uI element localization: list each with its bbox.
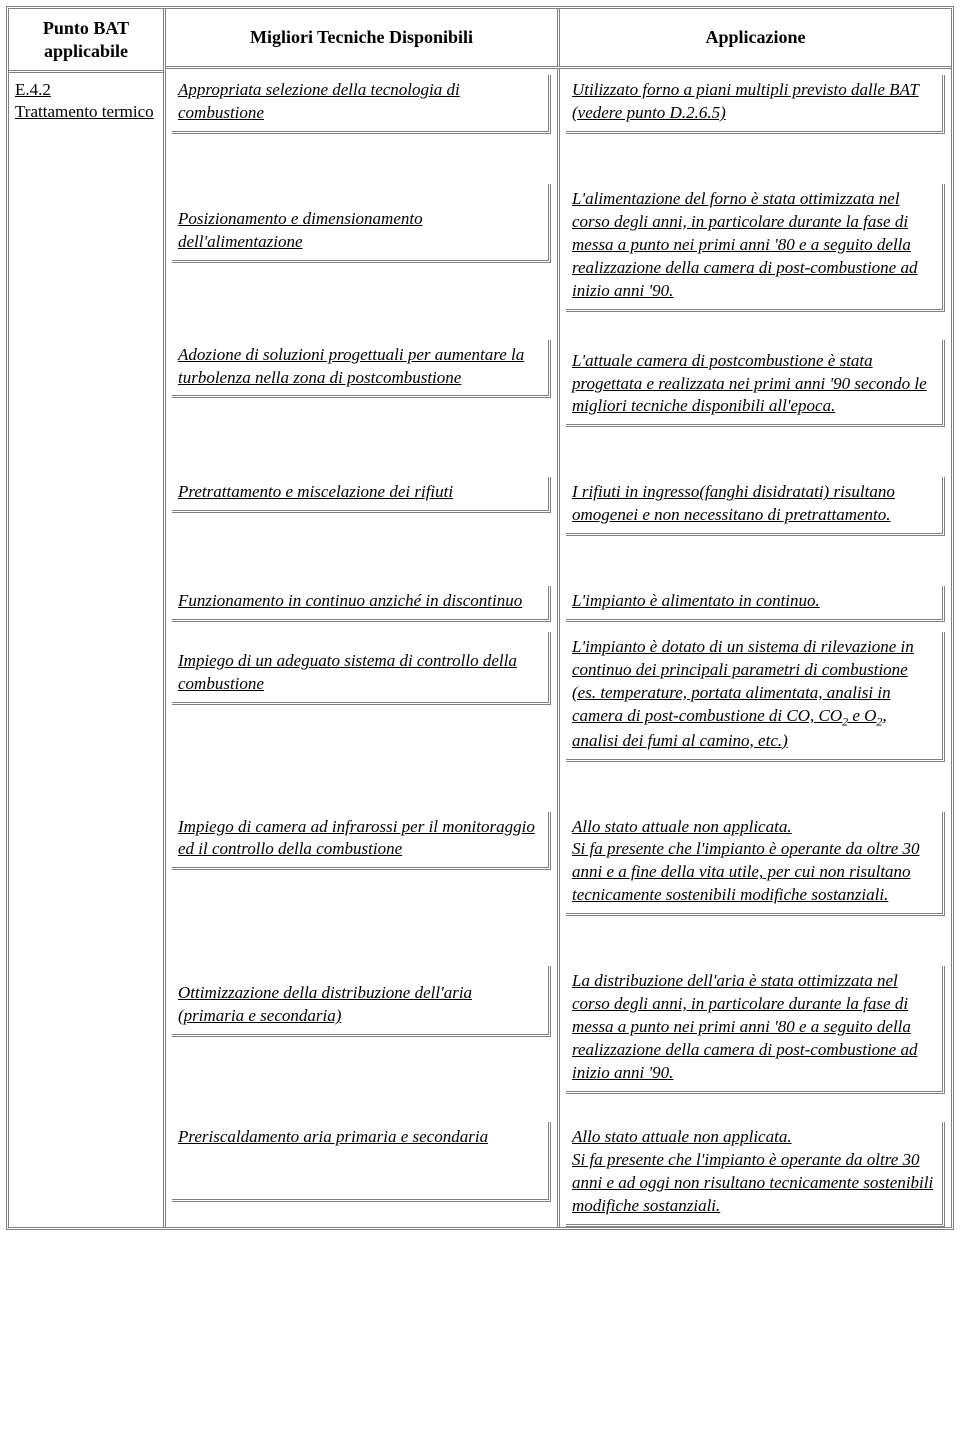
punto-bat-label: Trattamento termico xyxy=(15,102,154,121)
app-box: L'alimentazione del forno è stata ottimi… xyxy=(566,184,945,312)
app-box: Allo stato attuale non applicata.Si fa p… xyxy=(566,812,945,917)
column-punto-bat: Punto BAT applicabile E.4.2 Trattamento … xyxy=(9,9,166,1227)
tech-cell: Funzionamento in continuo anziché in dis… xyxy=(166,580,560,626)
app-cell: Allo stato attuale non applicata.Si fa p… xyxy=(560,1116,951,1227)
app-cell: L'impianto è dotato di un sistema di ril… xyxy=(560,626,951,805)
tech-box: Adozione di soluzioni progettuali per au… xyxy=(172,340,551,399)
tech-cell: Impiego di camera ad infrarossi per il m… xyxy=(166,806,560,961)
header-tecniche: Migliori Tecniche Disponibili xyxy=(166,9,560,66)
bat-table: Punto BAT applicabile E.4.2 Trattamento … xyxy=(6,6,954,1230)
table-body: Appropriata selezione della tecnologia d… xyxy=(166,69,951,1227)
app-cell: L'attuale camera di postcombustione è st… xyxy=(560,334,951,472)
tech-box: Impiego di un adeguato sistema di contro… xyxy=(172,632,551,705)
tech-cell: Adozione di soluzioni progettuali per au… xyxy=(166,334,560,472)
tech-box: Impiego di camera ad infrarossi per il m… xyxy=(172,812,551,871)
app-cell: Allo stato attuale non applicata.Si fa p… xyxy=(560,806,951,961)
table-row: Impiego di un adeguato sistema di contro… xyxy=(166,626,951,805)
table-row: Ottimizzazione della distribuzione dell'… xyxy=(166,960,951,1116)
tech-cell: Ottimizzazione della distribuzione dell'… xyxy=(166,960,560,1116)
app-box: La distribuzione dell'aria è stata ottim… xyxy=(566,966,945,1094)
table-row: Preriscaldamento aria primaria e seconda… xyxy=(166,1116,951,1227)
app-box: Utilizzato forno a piani multipli previs… xyxy=(566,75,945,134)
table-row: Appropriata selezione della tecnologia d… xyxy=(166,69,951,178)
header-applicazione: Applicazione xyxy=(560,9,951,66)
punto-bat-value: E.4.2 Trattamento termico xyxy=(9,73,163,129)
app-cell: I rifiuti in ingresso(fanghi disidratati… xyxy=(560,471,951,580)
tech-cell: Impiego di un adeguato sistema di contro… xyxy=(166,626,560,805)
app-box: L'attuale camera di postcombustione è st… xyxy=(566,340,945,428)
tech-cell: Posizionamento e dimensionamento dell'al… xyxy=(166,178,560,334)
tech-box: Ottimizzazione della distribuzione dell'… xyxy=(172,966,551,1037)
app-cell: L'alimentazione del forno è stata ottimi… xyxy=(560,178,951,334)
tech-box: Pretrattamento e miscelazione dei rifiut… xyxy=(172,477,551,513)
header-punto-bat: Punto BAT applicabile xyxy=(9,9,163,73)
tech-box: Appropriata selezione della tecnologia d… xyxy=(172,75,551,134)
punto-bat-code: E.4.2 xyxy=(15,80,51,99)
table-row: Adozione di soluzioni progettuali per au… xyxy=(166,334,951,472)
table-row: Posizionamento e dimensionamento dell'al… xyxy=(166,178,951,334)
table-row: Impiego di camera ad infrarossi per il m… xyxy=(166,806,951,961)
header-row: Migliori Tecniche Disponibili Applicazio… xyxy=(166,9,951,69)
tech-cell: Pretrattamento e miscelazione dei rifiut… xyxy=(166,471,560,580)
app-box: Allo stato attuale non applicata.Si fa p… xyxy=(566,1122,945,1227)
column-right: Migliori Tecniche Disponibili Applicazio… xyxy=(166,9,951,1227)
tech-box: Preriscaldamento aria primaria e seconda… xyxy=(172,1122,551,1202)
app-cell: Utilizzato forno a piani multipli previs… xyxy=(560,69,951,178)
app-box: I rifiuti in ingresso(fanghi disidratati… xyxy=(566,477,945,536)
app-box: L'impianto è alimentato in continuo. xyxy=(566,586,945,622)
app-cell: La distribuzione dell'aria è stata ottim… xyxy=(560,960,951,1116)
tech-cell: Appropriata selezione della tecnologia d… xyxy=(166,69,560,178)
table-row: Funzionamento in continuo anziché in dis… xyxy=(166,580,951,626)
tech-box: Posizionamento e dimensionamento dell'al… xyxy=(172,184,551,263)
app-cell: L'impianto è alimentato in continuo. xyxy=(560,580,951,626)
tech-box: Funzionamento in continuo anziché in dis… xyxy=(172,586,551,622)
tech-cell: Preriscaldamento aria primaria e seconda… xyxy=(166,1116,560,1227)
table-row: Pretrattamento e miscelazione dei rifiut… xyxy=(166,471,951,580)
app-box: L'impianto è dotato di un sistema di ril… xyxy=(566,632,945,761)
